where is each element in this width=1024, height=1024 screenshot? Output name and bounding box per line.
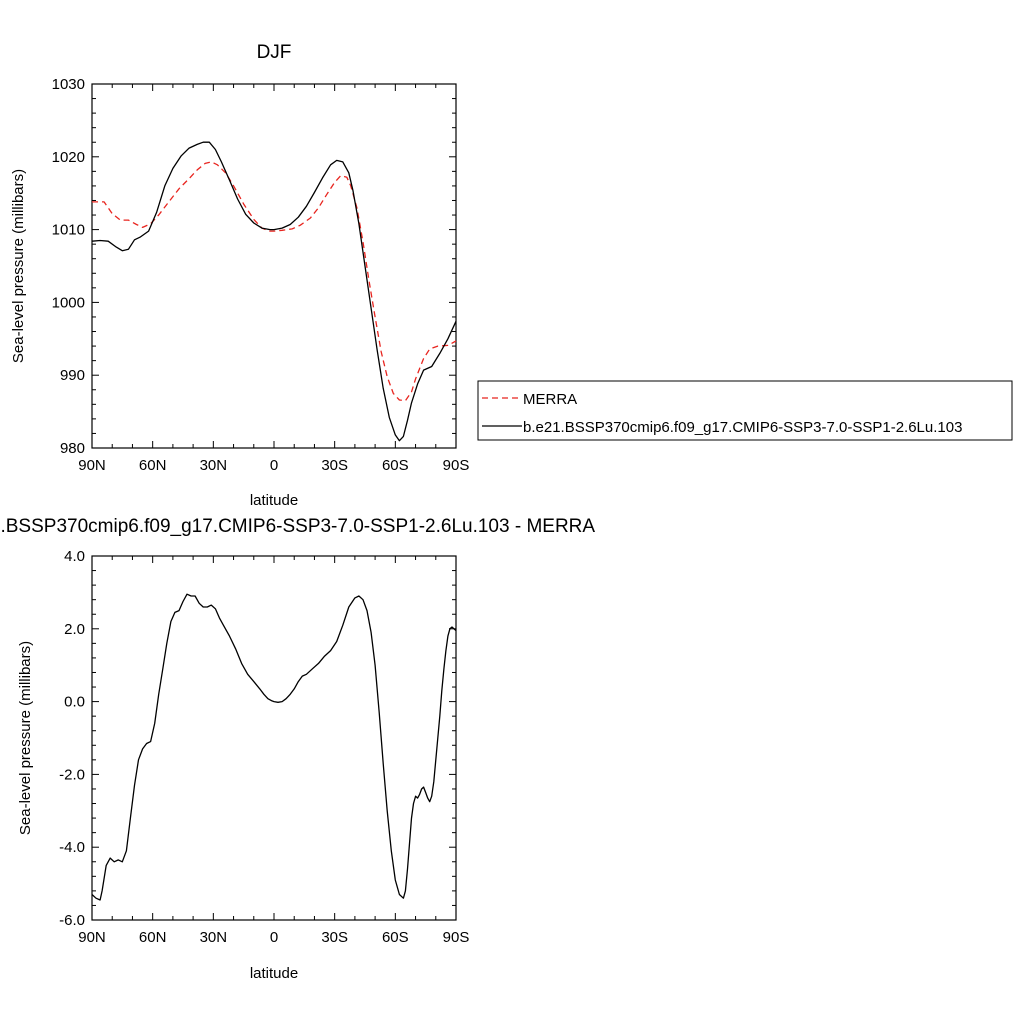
y-tick-label: 4.0	[64, 548, 85, 565]
y-tick-label: -4.0	[59, 839, 85, 856]
x-tick-label: 60S	[382, 457, 409, 474]
y-tick-label: -2.0	[59, 766, 85, 783]
y-axis: 980 990 1000 1010 1020 1030	[52, 76, 456, 457]
legend: MERRA b.e21.BSSP370cmip6.f09_g17.CMIP6-S…	[477, 380, 1013, 441]
legend-label-merra: MERRA	[523, 391, 577, 408]
difference-panel: b.e21.BSSP370cmip6.f09_g17.CMIP6-SSP3-7.…	[0, 516, 595, 982]
y-tick-label: 1010	[52, 222, 85, 239]
legend-box	[477, 380, 1013, 441]
plot-frame	[91, 83, 457, 449]
x-tick-label: 90S	[443, 457, 470, 474]
legend-label-model: b.e21.BSSP370cmip6.f09_g17.CMIP6-SSP3-7.…	[523, 419, 962, 436]
y-tick-label: 1000	[52, 294, 85, 311]
x-tick-label: 0	[270, 929, 278, 946]
y-tick-label: -6.0	[59, 912, 85, 929]
chart-title: DJF	[257, 42, 292, 63]
series-line-model	[91, 141, 457, 442]
y-axis-label: Sea-level pressure (millibars)	[10, 169, 27, 363]
y-axis: -6.0 -4.0 -2.0 0.0 2.0 4.0	[59, 548, 456, 929]
y-tick-label: 2.0	[64, 621, 85, 638]
chart-title: b.e21.BSSP370cmip6.f09_g17.CMIP6-SSP3-7.…	[0, 516, 595, 537]
x-axis-label: latitude	[250, 492, 298, 509]
series-line-merra	[92, 161, 457, 402]
x-axis: 90N 60N 30N 0 30S 60S 90S	[78, 84, 469, 474]
x-tick-label: 30S	[321, 929, 348, 946]
x-tick-label: 30S	[321, 457, 348, 474]
y-tick-label: 980	[60, 440, 85, 457]
y-axis-label: Sea-level pressure (millibars)	[17, 641, 34, 835]
x-tick-label: 0	[270, 457, 278, 474]
x-tick-label: 30N	[200, 457, 228, 474]
x-tick-label: 60N	[139, 929, 167, 946]
x-tick-label: 90N	[78, 457, 106, 474]
y-tick-label: 1020	[52, 149, 85, 166]
series-group	[91, 593, 457, 901]
x-axis: 90N 60N 30N 0 30S 60S 90S	[78, 556, 469, 946]
x-tick-label: 60N	[139, 457, 167, 474]
x-tick-label: 30N	[200, 929, 228, 946]
x-axis-label: latitude	[250, 965, 298, 982]
y-tick-label: 1030	[52, 76, 85, 93]
x-tick-label: 90S	[443, 929, 470, 946]
series-line-model	[91, 593, 457, 901]
x-tick-label: 90N	[78, 929, 106, 946]
mean-slp-panel: DJF 980 990 1000 1010 1020 1030 90N 60N 30N 0 30S…	[10, 42, 469, 509]
series-group	[91, 141, 457, 442]
x-tick-label: 60S	[382, 929, 409, 946]
plot-frame	[91, 555, 457, 921]
y-tick-label: 0.0	[64, 694, 85, 711]
y-tick-label: 990	[60, 367, 85, 384]
